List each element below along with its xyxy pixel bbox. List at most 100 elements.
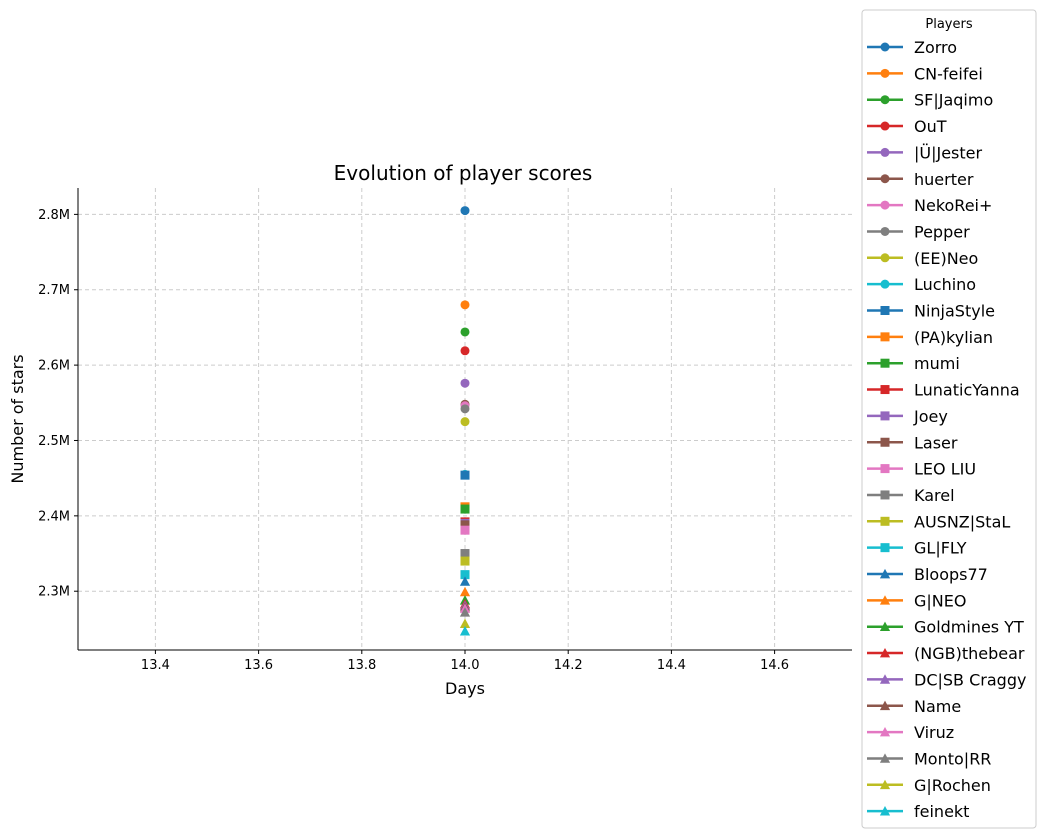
legend-item: mumi bbox=[867, 354, 960, 373]
chart-title: Evolution of player scores bbox=[334, 161, 593, 185]
legend-items: Zorro CN-feifei SF|Jaqimo OuT |Ü|Jester huert… bbox=[867, 38, 1026, 821]
data-point bbox=[460, 556, 470, 566]
data-point bbox=[459, 586, 471, 597]
legend-marker bbox=[879, 647, 891, 658]
legend-label: Viruz bbox=[914, 723, 954, 742]
y-tick-label: 2.4M bbox=[38, 509, 70, 524]
x-tick-label: 14.2 bbox=[554, 658, 583, 673]
legend-item: SF|Jaqimo bbox=[867, 91, 993, 110]
legend-label: Karel bbox=[914, 486, 955, 505]
legend-label: huerter bbox=[914, 170, 974, 189]
legend-marker bbox=[879, 700, 891, 711]
data-point bbox=[459, 626, 471, 636]
y-axis-label: Number of stars bbox=[8, 354, 27, 483]
legend: Players Zorro CN-feifei SF|Jaqimo OuT |Ü|Jes… bbox=[861, 9, 1037, 829]
legend-label: GL|FLY bbox=[914, 539, 967, 558]
legend-marker bbox=[880, 490, 890, 500]
legend-label: |Ü|Jester bbox=[914, 143, 983, 162]
legend-item: AUSNZ|StaL bbox=[867, 512, 1010, 531]
legend-marker bbox=[879, 568, 891, 579]
legend-label: Luchino bbox=[914, 275, 976, 294]
legend-item: (PA)kylian bbox=[867, 328, 993, 347]
legend-label: DC|SB Craggy bbox=[914, 670, 1026, 689]
data-point bbox=[460, 327, 470, 337]
legend-marker bbox=[880, 253, 890, 263]
data-point bbox=[459, 618, 471, 628]
data-point bbox=[460, 378, 470, 388]
legend-label: LunaticYanna bbox=[914, 381, 1020, 400]
legend-item: Zorro bbox=[867, 38, 957, 57]
legend-label: SF|Jaqimo bbox=[914, 91, 993, 110]
legend-label: Laser bbox=[914, 433, 958, 452]
legend-item: |Ü|Jester bbox=[867, 143, 983, 162]
legend-marker bbox=[880, 385, 890, 395]
legend-marker bbox=[879, 727, 891, 737]
legend-label: feinekt bbox=[914, 802, 969, 821]
legend-label: Name bbox=[914, 697, 961, 716]
legend-item: (EE)Neo bbox=[867, 249, 978, 268]
legend-marker bbox=[879, 674, 891, 684]
legend-item: OuT bbox=[867, 117, 947, 136]
legend-marker bbox=[880, 121, 890, 131]
legend-marker bbox=[879, 806, 891, 816]
legend-item: huerter bbox=[867, 170, 974, 189]
legend-item: Monto|RR bbox=[867, 749, 991, 768]
legend-marker bbox=[879, 621, 891, 632]
y-tick-label: 2.7M bbox=[38, 283, 70, 298]
data-point bbox=[460, 417, 470, 427]
legend-label: (EE)Neo bbox=[914, 249, 978, 268]
legend-label: Pepper bbox=[914, 222, 970, 241]
legend-item: Pepper bbox=[867, 222, 970, 241]
legend-marker bbox=[879, 753, 891, 763]
legend-label: mumi bbox=[914, 354, 960, 373]
data-point bbox=[459, 607, 471, 617]
legend-label: Joey bbox=[913, 407, 948, 426]
legend-label: Goldmines YT bbox=[914, 618, 1024, 637]
y-tick-label: 2.8M bbox=[38, 208, 70, 223]
legend-item: (NGB)thebear bbox=[867, 644, 1025, 663]
legend-marker bbox=[880, 411, 890, 421]
x-tick-label: 14.6 bbox=[760, 658, 789, 673]
x-axis-label: Days bbox=[445, 679, 485, 698]
legend-marker bbox=[880, 279, 890, 289]
data-point bbox=[460, 549, 470, 559]
legend-marker bbox=[879, 779, 891, 790]
data-point bbox=[460, 346, 470, 356]
x-ticks: 13.4 13.6 13.8 14.0 14.2 14.4 14.6 bbox=[141, 650, 789, 673]
legend-item: Joey bbox=[867, 407, 948, 426]
data-point bbox=[460, 520, 470, 530]
legend-label: Zorro bbox=[914, 38, 957, 57]
legend-item: G|Rochen bbox=[867, 776, 991, 795]
legend-marker bbox=[880, 174, 890, 184]
legend-label: (PA)kylian bbox=[914, 328, 993, 347]
legend-item: GL|FLY bbox=[867, 539, 967, 558]
x-tick-label: 13.6 bbox=[244, 658, 273, 673]
legend-label: OuT bbox=[914, 117, 947, 136]
legend-marker bbox=[880, 437, 890, 447]
legend-marker bbox=[880, 464, 890, 474]
legend-item: Luchino bbox=[867, 275, 976, 294]
y-ticks: 2.3M 2.4M 2.5M 2.6M 2.7M 2.8M bbox=[38, 208, 78, 600]
legend-label: AUSNZ|StaL bbox=[914, 512, 1010, 531]
x-tick-label: 14.4 bbox=[657, 658, 686, 673]
legend-marker bbox=[880, 358, 890, 368]
legend-marker bbox=[880, 306, 890, 315]
legend-item: Goldmines YT bbox=[867, 618, 1024, 637]
legend-title: Players bbox=[925, 17, 972, 32]
y-tick-label: 2.5M bbox=[38, 434, 70, 449]
legend-marker bbox=[880, 42, 890, 52]
legend-marker bbox=[880, 200, 890, 210]
y-tick-label: 2.6M bbox=[38, 359, 70, 374]
legend-item: LunaticYanna bbox=[867, 381, 1020, 400]
legend-item: Bloops77 bbox=[867, 565, 988, 584]
legend-label: Bloops77 bbox=[914, 565, 988, 584]
legend-label: LEO LIU bbox=[914, 460, 976, 479]
legend-item: NekoRei+ bbox=[867, 196, 992, 215]
data-marks bbox=[459, 206, 471, 636]
legend-label: Monto|RR bbox=[914, 749, 991, 768]
legend-label: G|NEO bbox=[914, 591, 966, 610]
legend-marker bbox=[880, 147, 890, 157]
data-point bbox=[460, 300, 470, 310]
data-point bbox=[459, 576, 471, 586]
legend-marker bbox=[880, 68, 890, 78]
